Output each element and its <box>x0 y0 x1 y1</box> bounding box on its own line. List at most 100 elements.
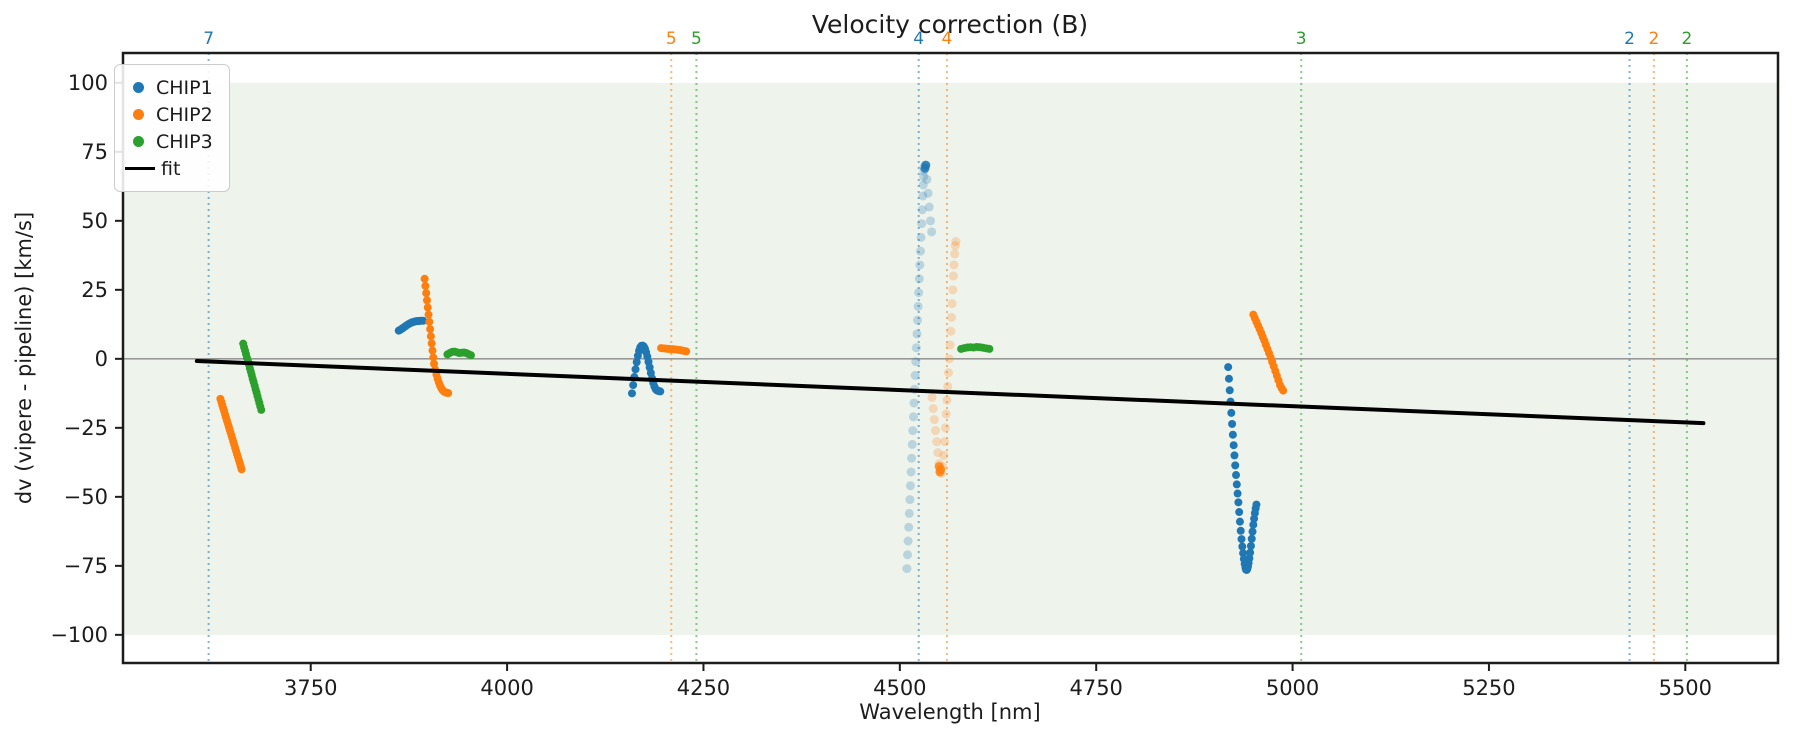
x-tick-label: 5250 <box>1462 676 1516 700</box>
x-tick-label: 4000 <box>480 676 534 700</box>
data-point-chip3 <box>466 351 475 360</box>
data-point-chip1 <box>419 316 428 325</box>
data-point-chip2 <box>936 464 946 474</box>
data-point-chip1 <box>1230 451 1239 460</box>
y-tick-label: 50 <box>81 208 108 233</box>
x-tick-label: 5000 <box>1265 676 1320 700</box>
y-tick-label: 0 <box>94 346 108 371</box>
data-point-chip2 <box>421 281 430 290</box>
vline-order-label: 3 <box>1295 29 1307 49</box>
data-point-chip1 <box>923 188 933 198</box>
data-point-chip1 <box>925 216 935 226</box>
data-point-chip1 <box>1232 480 1241 489</box>
data-point-chip1 <box>921 160 931 170</box>
vline-order-label: 5 <box>690 29 702 49</box>
data-point-chip2 <box>682 347 691 356</box>
data-point-chip1 <box>1236 526 1245 535</box>
data-point-chip2 <box>940 437 950 447</box>
x-tick-label: 4500 <box>873 676 927 700</box>
x-tick-label: 3750 <box>283 676 338 700</box>
vline-order-label: 2 <box>1681 29 1693 49</box>
data-point-chip1 <box>916 232 926 242</box>
data-point-chip2 <box>931 426 941 436</box>
data-point-chip2 <box>237 465 246 474</box>
data-point-chip2 <box>942 395 952 405</box>
legend-item-fit: fit <box>125 155 217 182</box>
data-point-chip2 <box>944 354 954 364</box>
y-tick-label: −100 <box>50 622 108 647</box>
y-tick-label: 100 <box>67 70 108 95</box>
legend-label-chip1: CHIP1 <box>156 76 213 99</box>
vline-order-label: 5 <box>665 29 677 49</box>
data-point-chip2 <box>429 353 438 362</box>
data-point-chip1 <box>631 365 640 374</box>
data-point-chip1 <box>905 481 915 491</box>
y-tick-label: −25 <box>63 415 108 440</box>
data-point-chip1 <box>1228 419 1237 428</box>
data-point-chip1 <box>922 174 932 184</box>
data-point-chip2 <box>444 389 453 398</box>
data-point-chip1 <box>1228 430 1237 439</box>
data-point-chip1 <box>1227 408 1236 417</box>
y-tick-label: 25 <box>81 277 108 302</box>
data-point-chip1 <box>902 564 912 574</box>
x-tick-label: 5500 <box>1658 676 1713 700</box>
fit-line-marker <box>125 166 155 171</box>
data-point-chip3 <box>985 344 994 353</box>
data-point-chip2 <box>941 409 951 419</box>
data-point-chip2 <box>927 392 937 402</box>
data-point-chip1 <box>1225 386 1234 395</box>
vline-order-label: 2 <box>1624 29 1635 49</box>
data-point-chip2 <box>929 415 939 425</box>
y-tick-label: 75 <box>81 139 108 164</box>
fit-line <box>194 359 1706 426</box>
data-point-chip1 <box>627 389 636 398</box>
data-point-chip1 <box>1238 542 1247 551</box>
vline-order-label: 4 <box>941 29 953 49</box>
data-point-chip3 <box>257 405 266 414</box>
data-point-chip2 <box>948 285 958 295</box>
data-point-chip1 <box>924 202 934 212</box>
data-point-chip1 <box>632 358 641 367</box>
data-point-chip2 <box>950 249 960 259</box>
data-point-chip1 <box>903 550 913 560</box>
chip1-dot-marker <box>133 82 144 93</box>
x-axis-label: Wavelength [nm] <box>859 700 1041 724</box>
data-point-chip2 <box>427 339 436 348</box>
data-point-chip1 <box>1246 541 1255 550</box>
data-point-chip2 <box>940 423 950 433</box>
data-point-chip1 <box>1235 508 1244 517</box>
data-point-chip1 <box>910 370 920 380</box>
vline-order-label: 2 <box>1648 29 1660 49</box>
data-point-chip2 <box>424 310 433 319</box>
data-point-chip2 <box>946 326 956 336</box>
data-point-chip1 <box>1224 374 1233 383</box>
data-point-chip1 <box>919 172 929 182</box>
y-tick-label: −75 <box>63 553 108 578</box>
data-point-chip1 <box>905 495 915 505</box>
vline-order-label: 7 <box>203 29 215 49</box>
data-point-chip1 <box>629 381 638 390</box>
x-tick-label: 4750 <box>1069 676 1123 700</box>
data-point-chip1 <box>1224 363 1233 372</box>
data-point-chip2 <box>947 312 957 322</box>
data-point-chip2 <box>948 271 958 281</box>
data-point-chip1 <box>912 329 922 339</box>
data-point-chip1 <box>911 357 921 367</box>
data-point-chip1 <box>1233 489 1242 498</box>
x-tick-label: 4250 <box>676 676 731 700</box>
data-point-chip1 <box>1247 534 1256 543</box>
legend-label-chip2: CHIP2 <box>156 103 213 126</box>
data-point-chip1 <box>907 453 917 463</box>
chart-title: Velocity correction (B) <box>811 10 1089 39</box>
legend-item-chip1: CHIP1 <box>125 74 217 101</box>
legend-label-chip3: CHIP3 <box>156 130 213 153</box>
data-point-chip2 <box>420 274 429 283</box>
data-point-chip1 <box>918 180 928 190</box>
data-point-chip1 <box>908 426 918 436</box>
data-point-chip2 <box>944 368 954 378</box>
data-point-chip1 <box>915 246 925 256</box>
data-point-chip1 <box>915 260 925 270</box>
